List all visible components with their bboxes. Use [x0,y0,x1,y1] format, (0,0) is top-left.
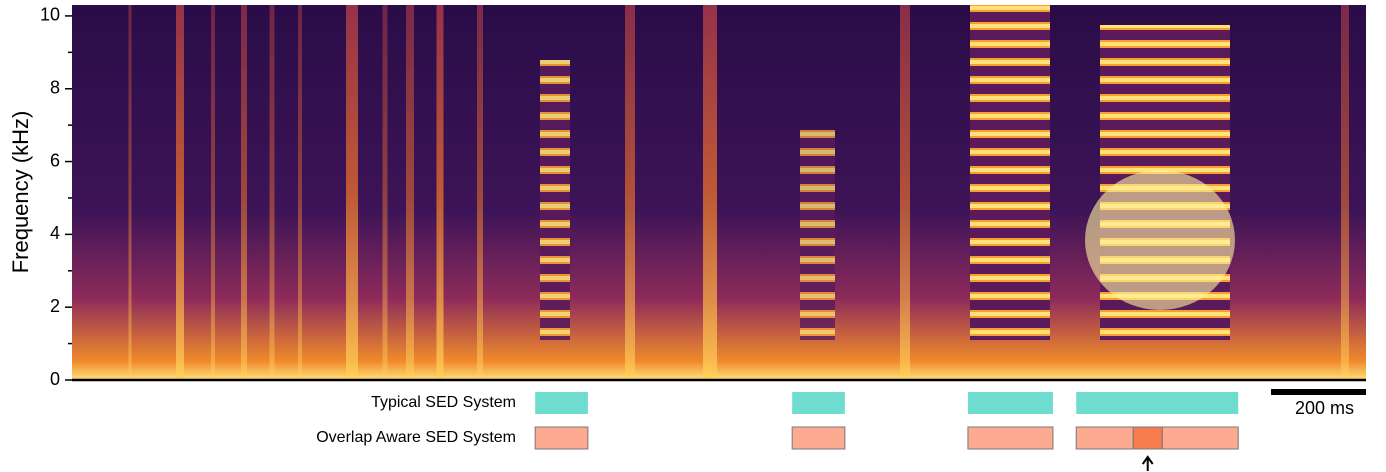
spectral-streak [270,5,275,380]
spectral-streak [1341,5,1349,380]
spectral-streak [625,5,635,380]
spectral-streak [298,5,302,380]
event-bar [535,392,588,414]
spectral-streak [477,5,483,380]
row-label: Typical SED System [371,394,516,411]
spectral-streak [176,5,184,380]
harmonic-region [540,60,570,340]
event-bar [968,427,1053,449]
event-bar [1162,427,1238,449]
arrow [1143,457,1153,471]
spectrogram [72,5,1386,380]
event-bar [1076,392,1238,414]
y-tick-label: 6 [50,150,60,170]
y-tick-label: 4 [50,223,60,243]
spectral-streak [129,5,132,380]
y-tick-label: 8 [50,77,60,97]
event-bar [968,392,1053,414]
energy-blob [1085,170,1235,310]
y-axis-label: Frequency (kHz) [8,111,33,274]
event-bar [535,427,588,449]
harmonic-region [800,130,835,340]
event-bar [792,392,845,414]
y-tick-label: 10 [40,5,60,25]
row-label: Overlap Aware SED System [316,429,516,446]
spectral-streak [900,5,910,380]
spectral-streak [406,5,414,380]
spectral-streak [211,5,215,380]
harmonic-region [970,5,1050,340]
figure: Frequency (kHz) 0 2 4 6 8 10 Typical SED Syste… [0,0,1386,472]
y-tick-label: 0 [50,369,60,389]
spectral-streak [346,5,358,380]
y-tick-label: 2 [50,296,60,316]
spectral-streak [437,5,444,380]
spectral-streak [703,5,717,380]
overlap-event-bar [1133,427,1162,449]
scale-bar-label: 200 ms [1295,398,1354,418]
event-bar [792,427,845,449]
spectral-streak [383,5,388,380]
spectral-streak [241,5,247,380]
event-bar [1076,427,1133,449]
